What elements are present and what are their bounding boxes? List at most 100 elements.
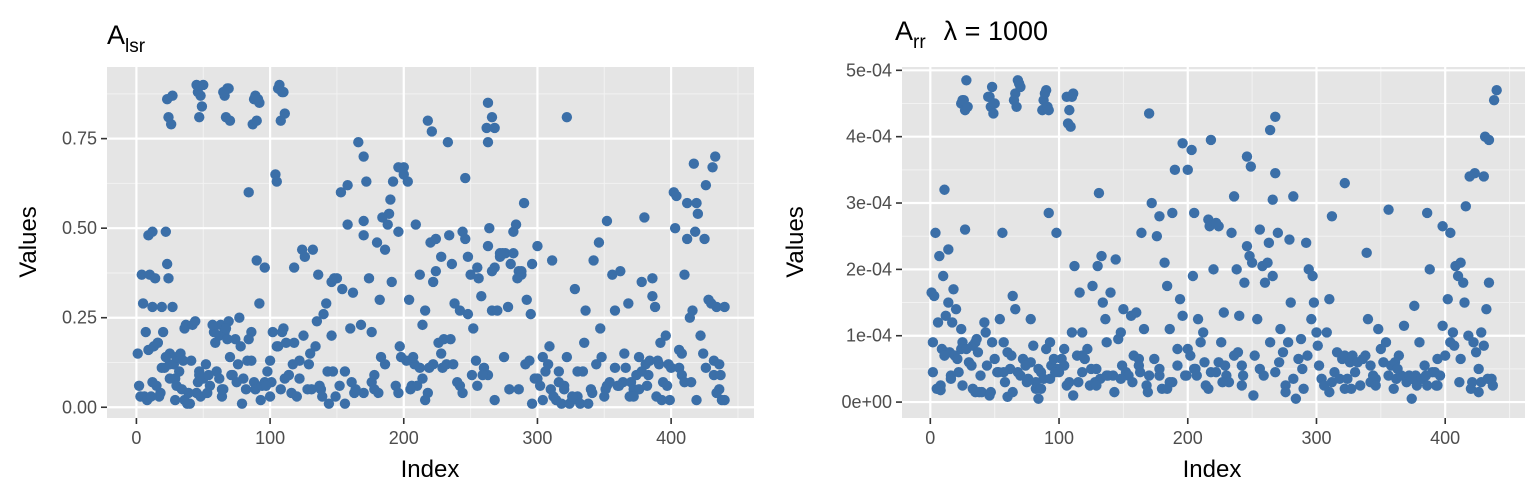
data-point	[1459, 297, 1470, 308]
data-point	[1293, 353, 1304, 365]
data-point	[1138, 323, 1150, 335]
data-point	[288, 337, 300, 348]
data-point	[986, 81, 998, 93]
data-point	[1284, 234, 1295, 245]
data-point	[183, 387, 194, 399]
data-point	[449, 298, 460, 309]
data-point	[149, 273, 161, 284]
data-point	[989, 353, 1000, 365]
data-point	[460, 172, 471, 184]
data-point	[304, 348, 316, 359]
data-point	[711, 387, 722, 399]
chart-left: Alsr 0 100 200 300 400 0.00 0.25 0.50 0.75 Index…	[15, 20, 754, 483]
data-point	[486, 111, 498, 123]
data-point	[719, 301, 730, 313]
data-point	[1478, 340, 1490, 351]
data-point	[1186, 144, 1197, 156]
data-point	[195, 90, 206, 101]
data-point	[419, 394, 431, 406]
data-point	[260, 380, 272, 391]
data-point	[152, 337, 163, 348]
data-point	[1172, 343, 1183, 355]
x-tick-label: 100	[255, 428, 285, 448]
data-point	[1267, 270, 1278, 282]
data-point	[508, 248, 519, 259]
data-point	[224, 115, 236, 126]
data-point	[1482, 373, 1493, 385]
data-point	[198, 79, 209, 91]
data-point	[426, 126, 438, 137]
data-point	[1127, 376, 1138, 388]
data-point	[476, 291, 487, 302]
chart-right: Arr λ = 1000 0 100 200 300 400 0e+00 1e-04 2e-04…	[782, 16, 1525, 483]
data-point	[1226, 227, 1237, 239]
data-point	[1110, 254, 1121, 265]
data-point	[294, 373, 305, 384]
data-point	[321, 298, 332, 309]
data-point	[454, 305, 466, 316]
data-point	[267, 326, 278, 338]
data-point	[1454, 376, 1465, 388]
data-point	[1079, 353, 1090, 365]
data-point	[1231, 264, 1242, 275]
data-point	[1469, 167, 1480, 179]
data-point	[1409, 300, 1420, 312]
data-point	[1476, 327, 1487, 338]
data-point	[1264, 124, 1276, 136]
data-point	[1398, 320, 1410, 331]
data-point	[1355, 380, 1366, 391]
data-point	[1324, 386, 1335, 398]
data-point	[711, 301, 722, 313]
data-point	[633, 351, 645, 363]
data-point	[1074, 287, 1085, 298]
data-point	[525, 308, 536, 320]
data-point	[1100, 313, 1111, 325]
data-point	[1164, 323, 1175, 335]
data-point	[482, 137, 494, 148]
data-point	[1414, 337, 1425, 348]
data-point	[243, 334, 254, 345]
data-point	[1136, 227, 1147, 239]
data-point	[943, 297, 954, 308]
data-point	[177, 355, 189, 366]
data-point	[628, 391, 639, 402]
x-tick-label: 0	[925, 428, 935, 448]
data-point	[1044, 373, 1056, 385]
data-point	[226, 369, 237, 381]
data-point	[1473, 386, 1484, 398]
data-point	[588, 255, 599, 266]
data-point	[971, 333, 982, 345]
data-point	[1105, 287, 1116, 298]
data-point	[1300, 237, 1312, 249]
data-point	[948, 284, 959, 295]
data-point	[1154, 211, 1165, 222]
data-point	[394, 341, 405, 352]
data-point	[1324, 294, 1335, 305]
data-point	[132, 348, 143, 359]
data-point	[556, 398, 567, 409]
data-point	[609, 362, 621, 374]
data-point	[1470, 347, 1482, 358]
data-point	[1277, 347, 1289, 358]
data-point	[363, 273, 375, 284]
data-point	[1473, 363, 1484, 375]
data-point	[1210, 367, 1222, 378]
data-point	[983, 91, 994, 103]
data-point	[306, 384, 317, 395]
data-point	[1280, 386, 1291, 398]
x-tick-label: 300	[522, 428, 552, 448]
data-point	[1234, 310, 1245, 322]
data-point	[513, 384, 524, 395]
data-point	[307, 244, 319, 255]
data-point	[673, 344, 685, 356]
data-point	[1481, 303, 1492, 315]
data-point	[1273, 357, 1285, 368]
data-point	[950, 303, 962, 315]
data-point	[532, 240, 543, 252]
data-point	[1172, 360, 1183, 371]
data-point	[165, 119, 177, 130]
y-tick-label: 2e-04	[846, 259, 892, 279]
data-point	[1048, 353, 1060, 365]
data-point	[435, 251, 447, 263]
data-point	[553, 376, 565, 388]
